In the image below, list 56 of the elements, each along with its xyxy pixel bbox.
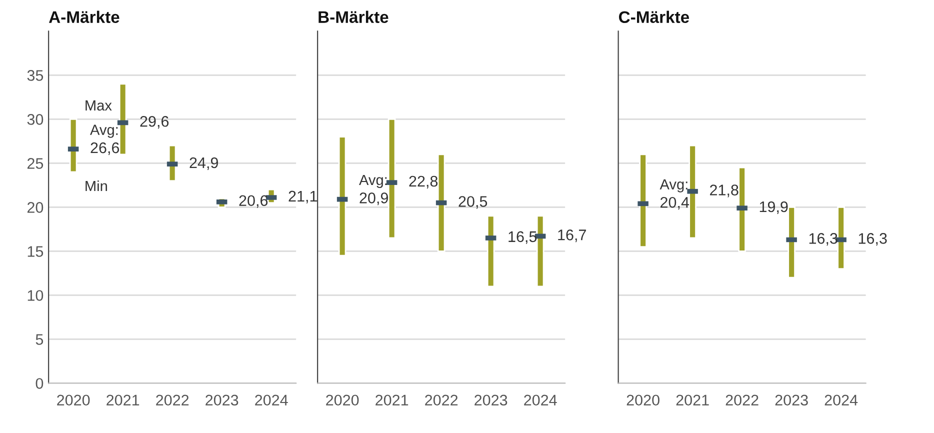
annotation: Min [86,180,107,192]
y-tick-label: 20 [27,202,44,213]
y-tick-label: 10 [28,290,44,301]
bar [837,206,845,270]
y-tick-label: 15 [28,246,44,257]
x-tick-label: 2022 [726,394,758,406]
data-label: 19,9 [760,201,788,214]
data-label: 20,9 [360,192,388,206]
y-tick-label: 25 [27,158,44,169]
x-tick-label: 2021 [106,394,140,406]
bar [738,166,746,252]
x-tick-label: 2024 [824,394,858,406]
data-label: 20,4 [660,196,690,210]
data-label: 20,5 [458,196,488,209]
data-label: 22,8 [409,176,438,188]
y-tick-label: 0 [36,378,44,389]
annotation: Max [86,100,112,111]
chart-title: C-Märkte [618,10,690,24]
bar [639,154,647,248]
x-tick-label: 2020 [57,394,90,406]
data-label: 21,1 [288,190,317,204]
x-tick-label: 2022 [425,394,458,406]
data-label: 29,6 [140,116,169,129]
x-tick-label: 2023 [206,394,238,406]
y-tick-label: 5 [36,334,44,345]
x-tick-label: 2021 [376,394,408,406]
data-label: 21,8 [710,184,738,198]
bar [437,154,446,252]
data-label: 20,6 [239,195,268,208]
data-label: 16,3 [809,233,838,246]
data-label: 26,6 [90,142,120,156]
y-tick-label: 30 [27,114,44,125]
bar [788,206,796,278]
x-tick-label: 2021 [676,394,709,406]
chart-title: B-Märkte [318,10,388,24]
x-tick-label: 2022 [156,394,189,406]
x-tick-label: 2024 [255,394,288,406]
annotation: Avg: [660,179,688,192]
annotation: Avg: [90,124,118,138]
annotation: Avg: [359,174,387,188]
data-label: 16,5 [508,231,537,244]
bar [338,136,346,256]
y-tick-label: 35 [27,70,44,81]
bar [536,215,544,288]
x-tick-label: 2020 [326,394,359,406]
data-label: 24,9 [190,157,218,170]
chart-title: A-Märkte [48,10,120,24]
x-tick-label: 2023 [775,394,808,406]
data-label: 16,3 [858,233,887,246]
data-label: 16,7 [558,230,586,242]
x-tick-label: 2024 [524,394,557,406]
bar [688,144,696,239]
x-tick-label: 2023 [474,394,508,406]
x-tick-label: 2020 [626,394,660,406]
bar [388,118,396,239]
bar [118,83,127,156]
